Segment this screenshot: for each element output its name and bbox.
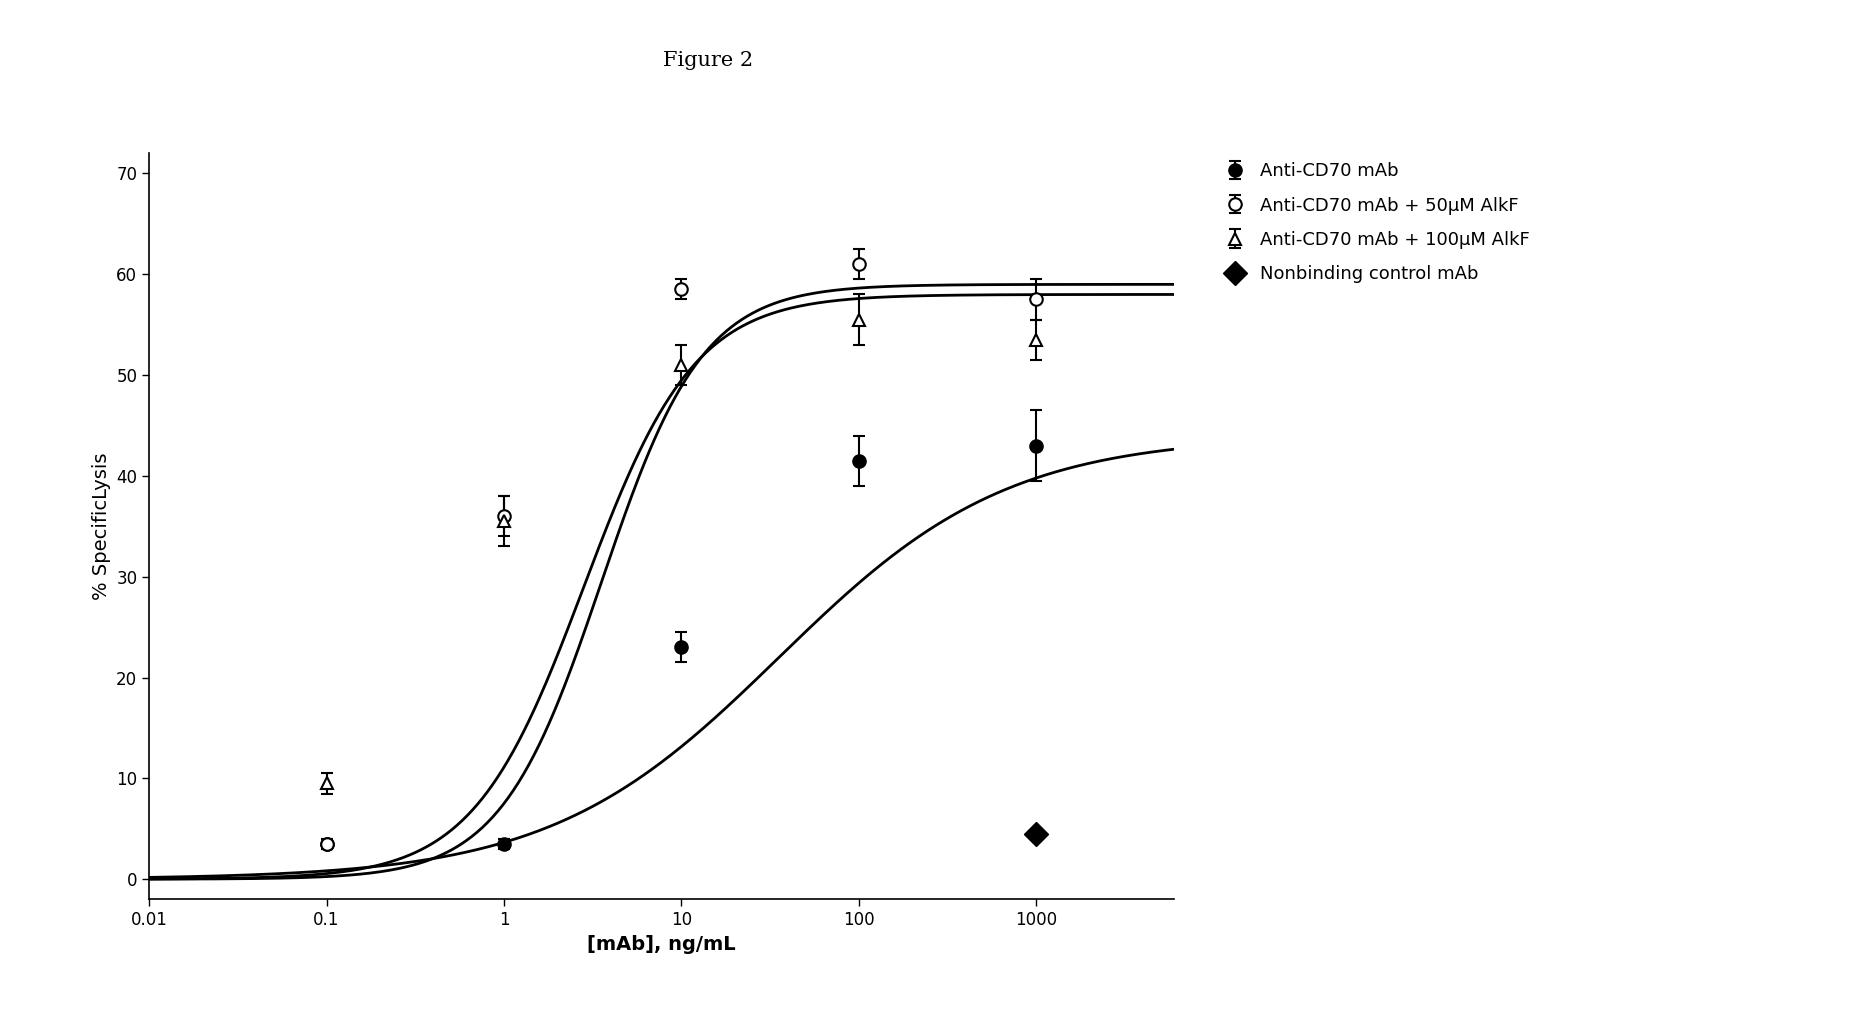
Legend: Anti-CD70 mAb, Anti-CD70 mAb + 50μM AlkF, Anti-CD70 mAb + 100μM AlkF, Nonbinding: Anti-CD70 mAb, Anti-CD70 mAb + 50μM AlkF… xyxy=(1225,162,1530,283)
X-axis label: [mAb], ng/mL: [mAb], ng/mL xyxy=(587,935,736,954)
Y-axis label: % SpecificLysis: % SpecificLysis xyxy=(91,453,110,600)
Text: Figure 2: Figure 2 xyxy=(664,51,753,71)
